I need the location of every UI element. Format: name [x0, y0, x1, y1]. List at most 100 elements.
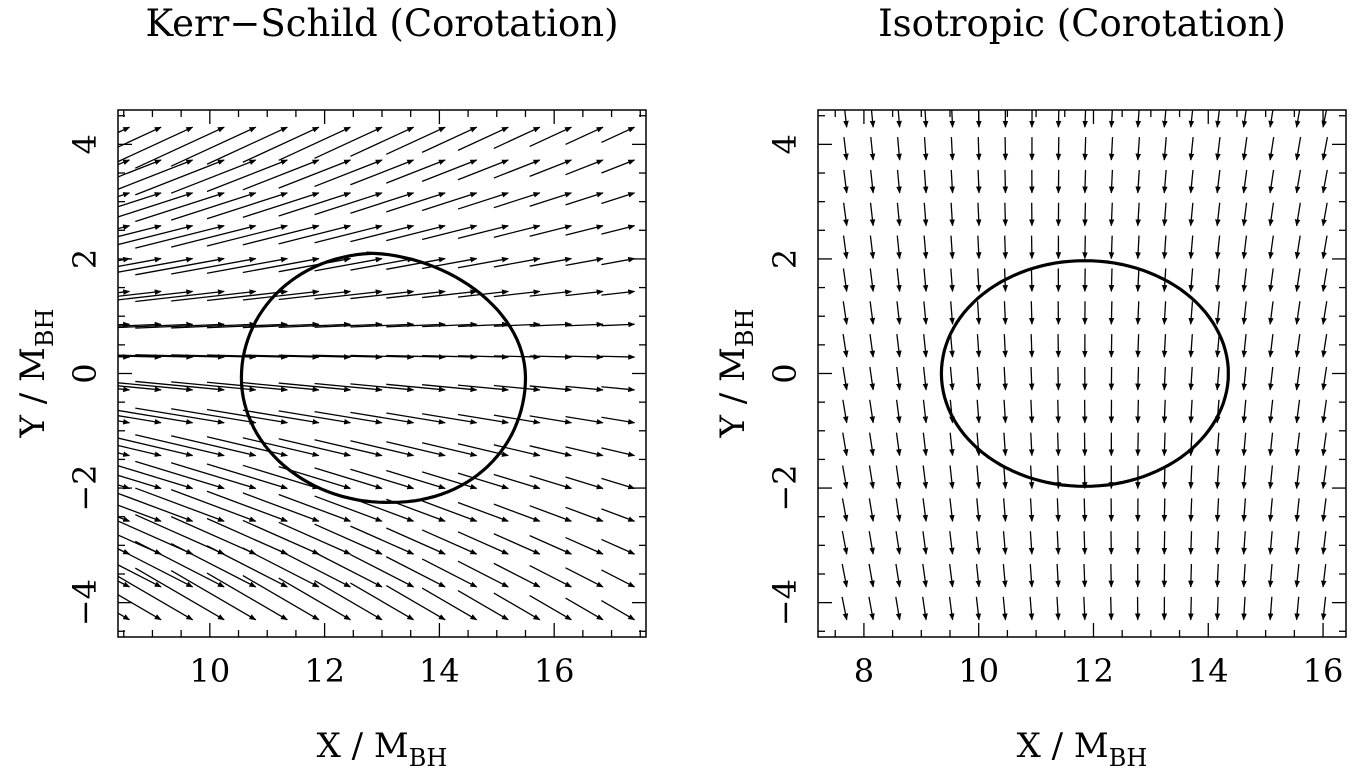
axis-ticks: [818, 110, 1346, 637]
field-arrow: [457, 501, 509, 522]
field-arrow: [1108, 137, 1115, 161]
field-arrow: [565, 321, 604, 328]
field-arrow: [421, 587, 478, 621]
field-arrow: [1161, 334, 1168, 358]
field-arrow: [1241, 334, 1248, 358]
field-arrow: [350, 256, 415, 271]
field-arrow: [118, 437, 194, 457]
field-arrow: [843, 202, 849, 227]
field-arrow: [869, 301, 876, 325]
x-tick-label: 16: [534, 652, 575, 690]
field-arrow: [242, 492, 320, 522]
field-arrow: [922, 531, 929, 555]
field-arrow: [1028, 301, 1035, 325]
field-arrow: [314, 439, 383, 457]
horizon-curve: [239, 251, 528, 505]
field-arrow: [922, 366, 929, 391]
field-arrow: [278, 321, 352, 329]
field-arrow: [1002, 531, 1008, 555]
field-arrow: [565, 536, 604, 555]
field-arrow: [1135, 366, 1141, 391]
field-arrow: [949, 465, 955, 490]
field-arrow: [896, 235, 902, 260]
field-arrow: [135, 224, 225, 249]
field-arrow: [386, 224, 446, 242]
field-arrow: [868, 498, 875, 522]
field-arrow: [171, 408, 257, 425]
field-arrow: [493, 224, 541, 238]
field-arrow: [949, 334, 955, 358]
field-arrow: [1215, 136, 1221, 161]
field-arrow: [896, 334, 902, 358]
field-arrow: [350, 224, 415, 243]
field-arrow: [1135, 399, 1141, 424]
field-arrow: [457, 224, 509, 240]
field-arrow: [601, 447, 636, 457]
chart-isotropic: Isotropic (Corotation) 8 10 12 14 16 −4 …: [713, 2, 1347, 772]
field-arrow: [385, 556, 446, 588]
field-arrow: [457, 159, 509, 181]
field-arrow: [922, 268, 929, 293]
field-arrow: [922, 169, 929, 194]
field-arrow: [1188, 596, 1194, 621]
field-arrow: [457, 531, 509, 555]
y-tick-label: 4: [66, 134, 104, 154]
field-arrow: [841, 465, 849, 490]
field-arrow: [1294, 366, 1301, 391]
field-arrow: [529, 126, 573, 148]
field-arrow: [1161, 169, 1168, 194]
field-arrow: [601, 386, 636, 393]
field-arrow: [242, 321, 320, 329]
field-arrow: [170, 542, 257, 588]
field-arrow: [1267, 596, 1274, 621]
field-arrow: [1321, 301, 1328, 325]
field-arrow: [350, 192, 415, 214]
field-arrow: [278, 126, 352, 161]
field-arrow: [422, 413, 478, 425]
field-arrow: [1215, 169, 1221, 194]
field-arrow: [457, 589, 509, 621]
field-arrow: [171, 354, 257, 360]
field-arrow: [529, 415, 573, 425]
y-tick-labels: −4 −2 0 2 4: [66, 134, 104, 626]
y-tick-label: 2: [66, 249, 104, 269]
field-arrow: [1161, 235, 1168, 260]
field-arrow: [1108, 564, 1114, 588]
field-arrow: [949, 432, 955, 457]
field-arrow: [1081, 465, 1088, 490]
field-arrow: [118, 354, 162, 360]
field-arrow: [386, 469, 446, 490]
field-arrow: [922, 301, 929, 325]
field-arrow: [118, 444, 162, 457]
field-arrow: [170, 126, 257, 167]
field-arrow: [895, 498, 902, 522]
field-arrow: [1055, 498, 1061, 522]
field-arrow: [457, 384, 509, 393]
field-arrow: [1241, 531, 1247, 555]
field-arrow: [1082, 169, 1088, 194]
field-arrow: [242, 464, 320, 490]
field-arrow: [1081, 563, 1088, 588]
field-arrow: [842, 268, 849, 293]
field-arrow: [421, 442, 478, 457]
field-arrow: [118, 289, 131, 295]
field-arrow: [601, 192, 636, 205]
field-arrow: [975, 596, 982, 621]
field-arrow: [493, 473, 541, 490]
field-arrow: [895, 432, 902, 457]
field-arrow: [170, 224, 257, 248]
field-arrow: [421, 558, 478, 588]
field-arrow: [1188, 334, 1194, 358]
field-arrow: [314, 192, 383, 216]
field-arrow: [386, 289, 446, 299]
field-arrow: [565, 159, 604, 176]
y-tick-label: 4: [766, 134, 804, 154]
field-arrow: [242, 289, 320, 301]
field-arrow: [242, 574, 320, 621]
field-arrow: [1188, 563, 1194, 588]
field-arrow: [1268, 235, 1274, 260]
field-arrow: [118, 289, 194, 301]
field-arrow: [896, 202, 902, 227]
field-arrow: [1268, 169, 1275, 194]
field-arrow: [922, 334, 929, 358]
